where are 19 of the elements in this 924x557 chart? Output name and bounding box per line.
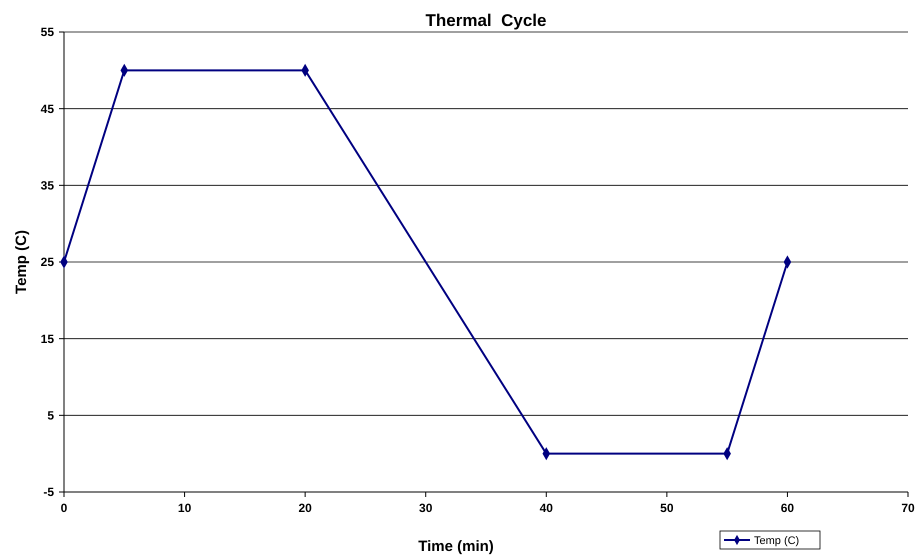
- y-tick-label: -5: [43, 485, 54, 500]
- y-tick-label: 25: [40, 255, 54, 270]
- y-tick-label: 15: [40, 332, 54, 346]
- x-tick-label: 60: [780, 501, 794, 515]
- x-tick-label: 50: [660, 501, 674, 515]
- y-tick-label: 55: [40, 25, 54, 40]
- x-tick-label: 40: [540, 501, 554, 515]
- y-tick-label: 45: [40, 102, 54, 116]
- chart-title: Thermal Cycle: [426, 11, 546, 30]
- y-tick-label: 5: [47, 408, 54, 423]
- x-tick-label: 70: [901, 501, 915, 515]
- x-tick-label: 30: [419, 501, 433, 515]
- x-tick-label: 20: [298, 501, 312, 515]
- y-tick-label: 35: [40, 178, 54, 193]
- x-tick-label: 10: [178, 501, 192, 515]
- legend-label: Temp (C): [754, 534, 800, 547]
- x-axis-title: Time (min): [418, 538, 494, 555]
- y-axis-title: Temp (C): [13, 230, 30, 294]
- x-tick-label: 0: [60, 501, 68, 515]
